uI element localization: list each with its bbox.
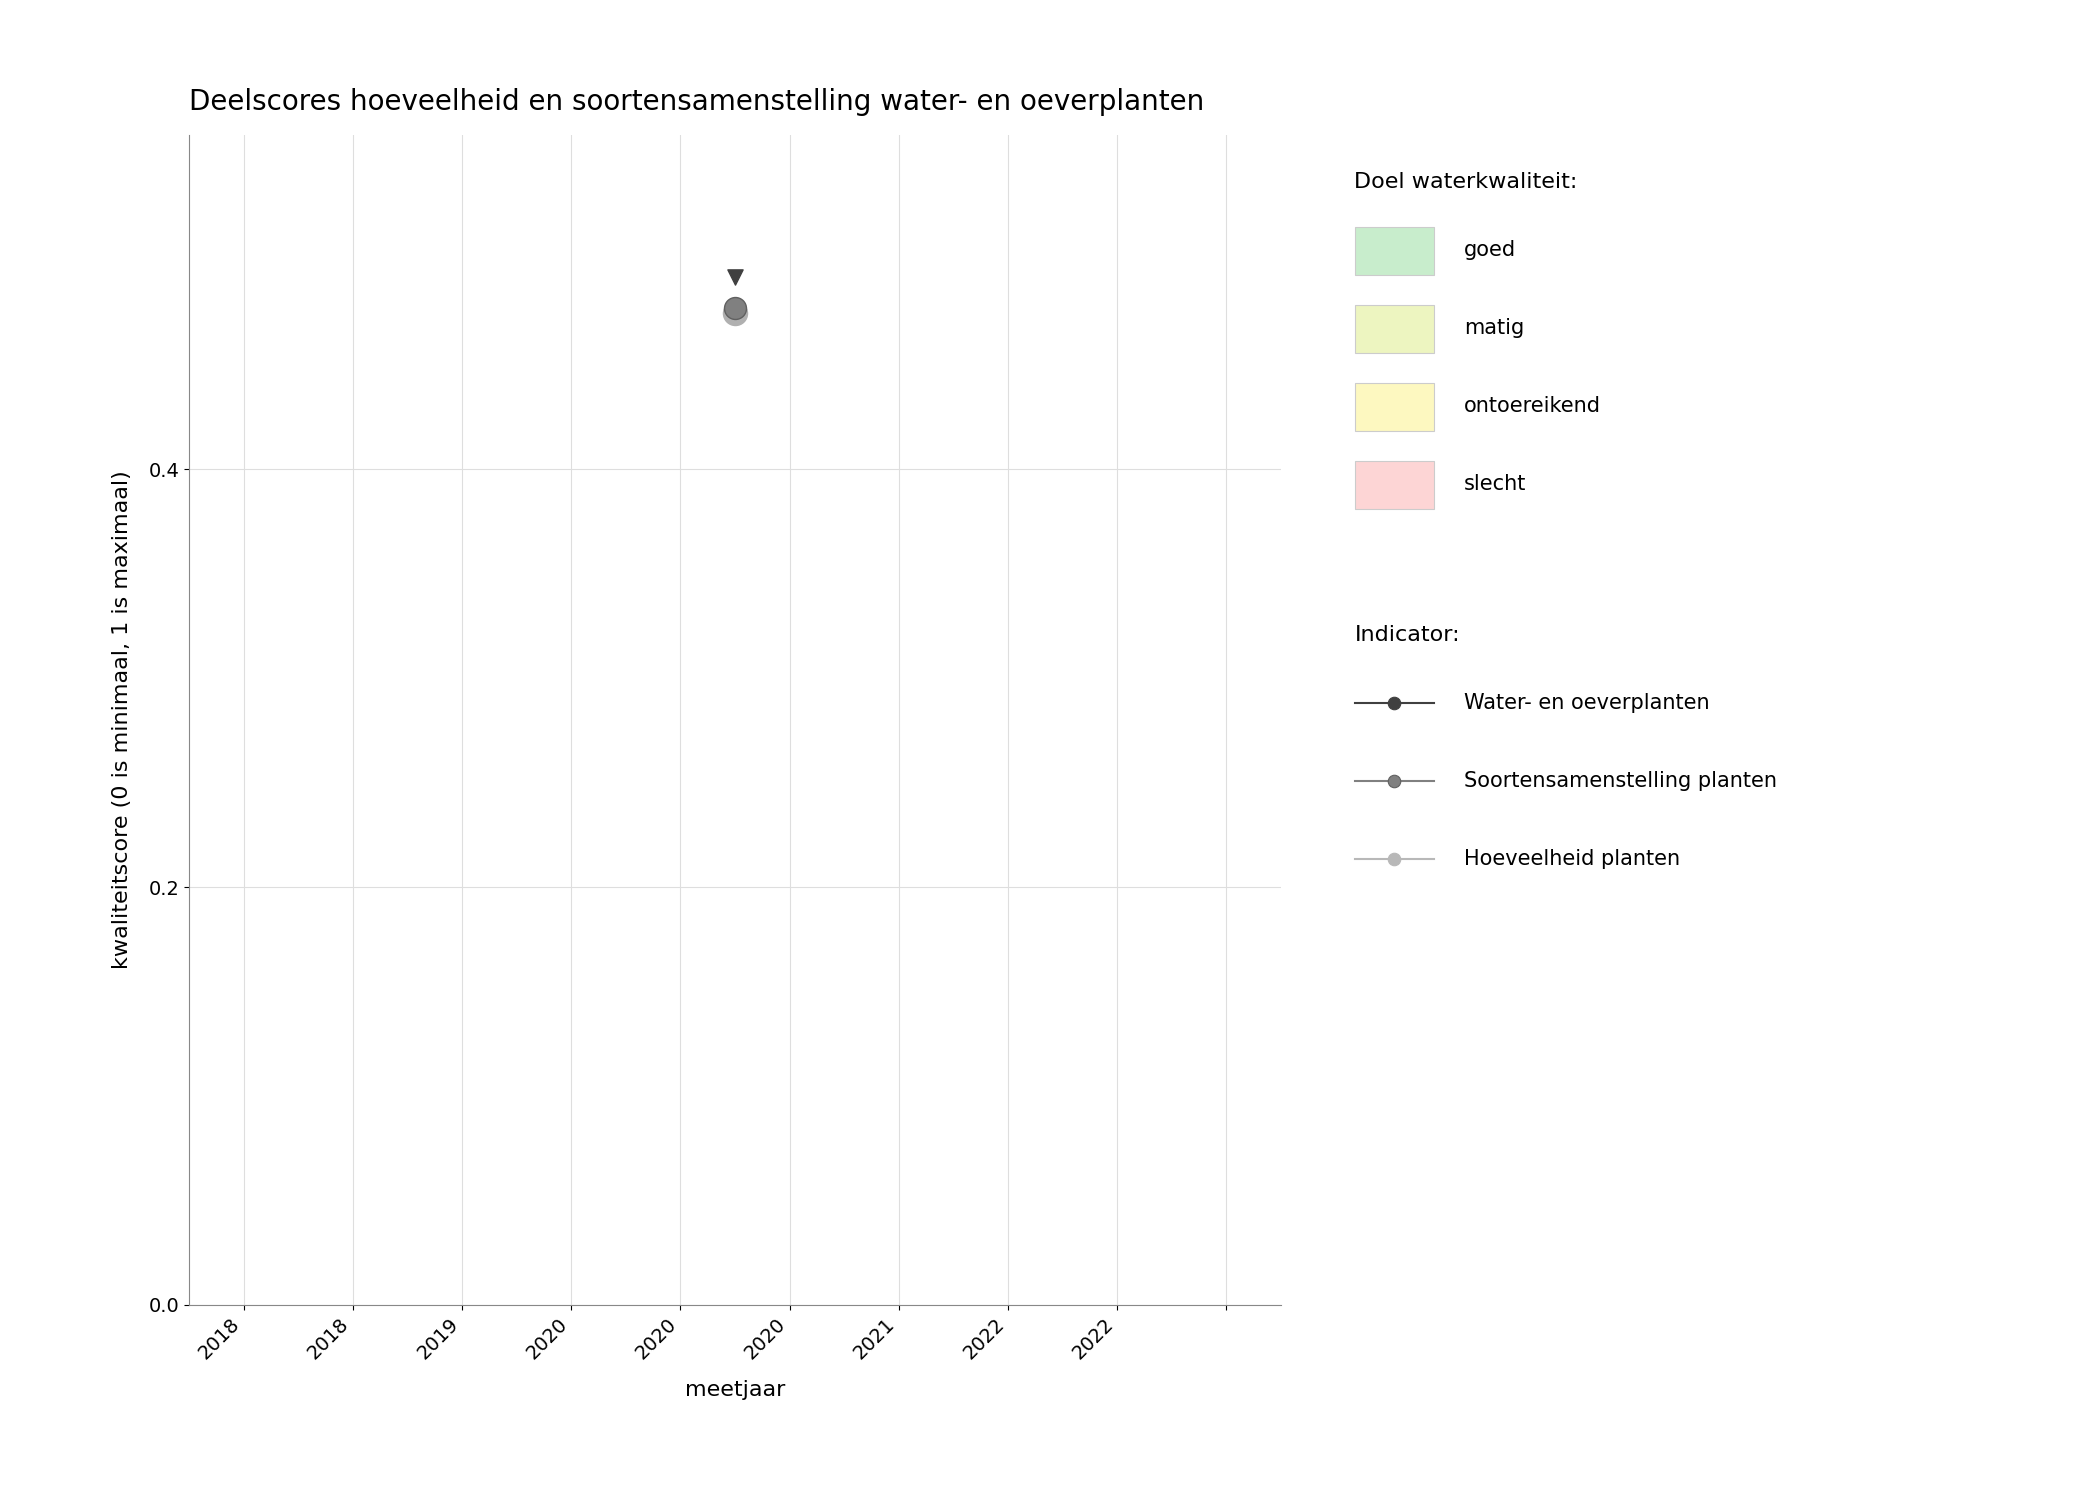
Text: matig: matig	[1464, 318, 1525, 339]
Y-axis label: kwaliteitscore (0 is minimaal, 1 is maximaal): kwaliteitscore (0 is minimaal, 1 is maxi…	[111, 471, 132, 969]
X-axis label: meetjaar: meetjaar	[685, 1380, 785, 1400]
Text: ontoereikend: ontoereikend	[1464, 396, 1600, 417]
Text: Doel waterkwaliteit:: Doel waterkwaliteit:	[1354, 172, 1577, 192]
Point	[718, 297, 752, 321]
Point	[718, 300, 752, 324]
Text: Hoeveelheid planten: Hoeveelheid planten	[1464, 849, 1680, 868]
Point	[718, 266, 752, 290]
Text: Water- en oeverplanten: Water- en oeverplanten	[1464, 693, 1709, 712]
Text: goed: goed	[1464, 240, 1516, 261]
Text: Indicator:: Indicator:	[1354, 626, 1459, 645]
Text: Soortensamenstelling planten: Soortensamenstelling planten	[1464, 771, 1777, 790]
Text: slecht: slecht	[1464, 474, 1527, 495]
Text: Deelscores hoeveelheid en soortensamenstelling water- en oeverplanten: Deelscores hoeveelheid en soortensamenst…	[189, 88, 1203, 116]
